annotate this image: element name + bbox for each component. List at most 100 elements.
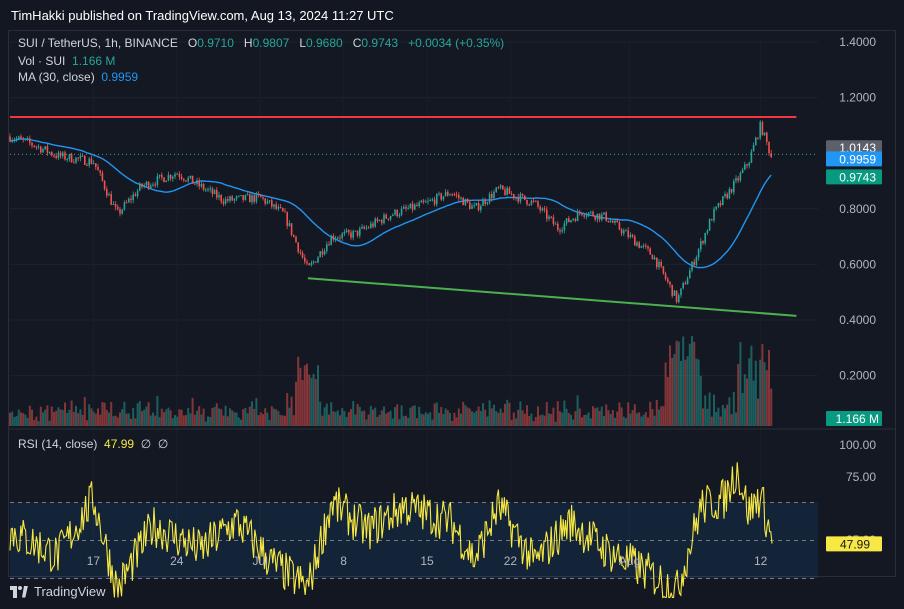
volume-bar [255, 398, 258, 426]
candle-body [693, 261, 695, 265]
rsi-label[interactable]: RSI (14, close) [18, 437, 98, 451]
candle-body [752, 145, 755, 152]
volume-bar [66, 412, 69, 426]
volume-bar [132, 407, 135, 426]
volume-bar [174, 415, 176, 426]
volume-bar [323, 407, 326, 426]
candle-body [249, 194, 251, 203]
volume-bar [68, 409, 71, 426]
volume-bar [70, 400, 73, 426]
low-value: 0.9680 [306, 36, 343, 50]
volume-bar [565, 408, 568, 426]
volume-bar [237, 417, 240, 426]
candle-body [79, 155, 82, 159]
volume-bar [675, 340, 678, 426]
volume-bar [233, 412, 236, 426]
volume-bar [286, 393, 289, 426]
candle-body [66, 159, 68, 161]
candle-body [473, 205, 475, 207]
candle-body [480, 205, 482, 211]
volume-bar [310, 377, 313, 426]
candle-body [301, 252, 304, 258]
candle-body [359, 228, 361, 236]
candle-body [202, 184, 205, 190]
time-tick-label: 24 [170, 554, 184, 568]
volume-bar [660, 406, 663, 426]
volume-bar [449, 412, 451, 426]
candle-body [246, 194, 249, 196]
volume-bar [748, 358, 751, 426]
candle-body [200, 184, 203, 187]
candle-body [130, 198, 132, 201]
candle-body [110, 194, 112, 205]
volume-bar [180, 409, 183, 426]
volume-bar [543, 415, 546, 426]
candle-body [713, 208, 715, 221]
candle-body [651, 254, 654, 260]
candle-body [312, 261, 315, 263]
volume-bar [306, 363, 308, 426]
candle-body [299, 251, 302, 253]
volume-bar [77, 413, 80, 426]
volume-bar [541, 414, 544, 426]
volume-bar [72, 411, 75, 426]
volume-bar [314, 379, 317, 426]
ma-label[interactable]: MA (30, close) [18, 70, 95, 84]
candle-body [370, 223, 372, 228]
candle-body [572, 218, 574, 221]
rsi-legend: RSI (14, close) 47.99 ∅ ∅ [18, 437, 168, 451]
candle-body [317, 257, 319, 263]
candle-body [29, 138, 31, 143]
volume-bar [453, 412, 456, 426]
candle-body [352, 231, 354, 238]
time-tick-label: 8 [340, 554, 347, 568]
volume-bar [35, 416, 38, 426]
candle-body [35, 146, 38, 148]
price-tick-label: 1.2000 [839, 91, 876, 105]
candle-body [277, 206, 280, 209]
volume-bar [693, 341, 696, 426]
candle-body [585, 215, 588, 217]
candle-body [334, 238, 337, 240]
candle-body [172, 176, 174, 179]
tradingview-brand: TradingView [34, 584, 106, 599]
candle-body [422, 200, 425, 203]
volume-label[interactable]: Vol · SUI [18, 54, 66, 68]
candle-body [761, 122, 764, 136]
candle-body [315, 261, 317, 263]
volume-bar [389, 410, 392, 426]
candle-body [436, 194, 438, 205]
volume-bar [343, 411, 346, 426]
volume-bar [185, 415, 187, 426]
volume-bar [9, 412, 11, 426]
candle-body [260, 195, 262, 198]
candle-body [231, 196, 233, 201]
symbol-name[interactable]: SUI / TetherUS, 1h, BINANCE [18, 36, 178, 50]
volume-bar [275, 409, 278, 426]
volume-bar [141, 411, 143, 426]
chart-panel[interactable] [8, 30, 896, 577]
volume-bar [704, 395, 707, 426]
volume-bar [99, 414, 102, 426]
volume-bar [149, 415, 152, 426]
ma-legend: MA (30, close) 0.9959 [18, 70, 138, 84]
candle-body [244, 194, 247, 201]
open-label: O [187, 36, 198, 50]
candle-body [381, 220, 383, 224]
candle-body [396, 209, 398, 217]
candle-body [609, 221, 612, 223]
candle-body [400, 208, 403, 215]
candle-body [673, 290, 676, 296]
candle-body [433, 199, 436, 205]
volume-bar [97, 408, 99, 426]
volume-bar [583, 415, 586, 426]
candle-body [332, 235, 335, 240]
volume-bar [347, 412, 350, 426]
tradingview-footer[interactable]: TradingView [10, 584, 106, 599]
candle-body [156, 176, 159, 186]
volume-bar [526, 405, 528, 426]
candle-body [139, 183, 141, 191]
volume-bar [556, 401, 559, 426]
candle-body [207, 189, 209, 191]
